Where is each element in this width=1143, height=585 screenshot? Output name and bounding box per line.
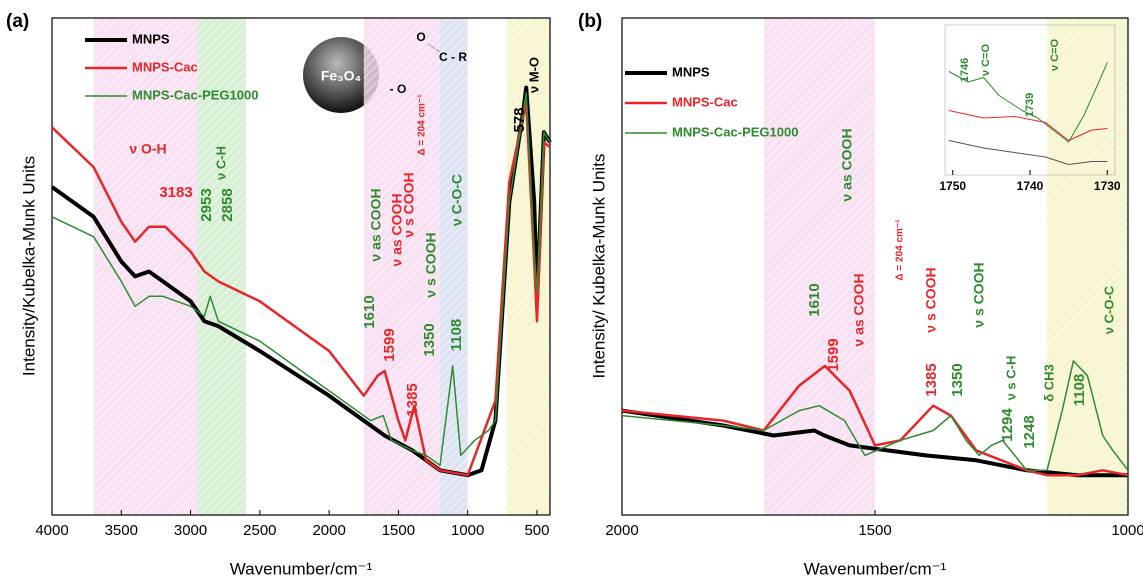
spectrum-line: [948, 110, 1108, 141]
annotation: Fe₃O₄: [321, 68, 361, 84]
annotation: ν C-O-C: [1101, 285, 1116, 334]
spectrum-line: [948, 62, 1108, 143]
annotation: 1610: [361, 295, 378, 328]
annotation: ν s COOH: [923, 267, 939, 332]
x-tick-label: 3000: [174, 522, 207, 539]
legend-label: MNPS: [672, 64, 710, 79]
annotation: 1248: [1021, 415, 1038, 448]
x-tick-label: 1000: [451, 522, 484, 539]
annotation: 578: [511, 107, 528, 132]
panel-label: (b): [578, 11, 602, 32]
spectrum-line: [621, 364, 1129, 477]
region-hatch: [764, 18, 875, 515]
annotation: 1294: [999, 408, 1016, 442]
plot-frame: [51, 17, 551, 516]
region-hatch: [93, 18, 198, 515]
annotation: ν O-H: [129, 141, 166, 157]
annotation: ν C-O-C: [449, 174, 465, 226]
annotation: ν as COOH: [839, 128, 855, 201]
x-tick-label: 500: [524, 522, 549, 539]
annotation: 1385: [404, 383, 421, 416]
annotation: 1599: [825, 338, 842, 371]
annotation: ν as COOH: [368, 188, 384, 261]
annotation: ν as COOH: [851, 273, 867, 346]
region-hatch: [439, 18, 468, 515]
annotation: ν M-O: [526, 57, 541, 93]
annotation: ν s C-H: [1003, 356, 1018, 401]
y-axis-title: Intensity/Kubelka-Munk Units: [19, 156, 38, 376]
x-tick-label: 1740: [1017, 179, 1044, 193]
x-tick-label: 2000: [312, 522, 345, 539]
annotation: 1610: [806, 283, 823, 316]
x-tick-label: 1730: [1094, 179, 1121, 193]
annotation: - O: [390, 82, 407, 96]
spectrum-line: [50, 85, 552, 478]
spectrum-line: [948, 140, 1108, 165]
annotation: Δ = 204 cm⁻¹: [895, 219, 906, 281]
panel-label: (a): [6, 11, 29, 32]
annotation: Δ = 204 cm⁻¹: [417, 94, 428, 156]
x-tick-label: 3500: [105, 522, 138, 539]
legend-label: MNPS-Cac: [672, 94, 738, 109]
annotation: ν C=O: [1049, 39, 1061, 72]
annotation: 1108: [448, 319, 465, 352]
annotation: ν s COOH: [423, 232, 439, 297]
spectrum-line: [621, 360, 1129, 472]
x-tick-label: 1500: [382, 522, 415, 539]
annotation: ν as COOH: [389, 193, 405, 266]
annotation: 2953: [198, 188, 215, 221]
annotation: δ CH3: [1041, 364, 1056, 402]
y-axis-title: Intensity/ Kubelka-Munk Units: [589, 154, 608, 379]
legend-label: MNPS: [132, 31, 170, 46]
annotation: 1350: [949, 363, 966, 396]
legend-label: MNPS-Cac-PEG1000: [672, 124, 798, 139]
annotation: 1350: [421, 323, 438, 356]
annotation: 1599: [381, 328, 398, 361]
x-axis-title: Wavenumber/cm⁻¹: [230, 559, 373, 578]
annotation: 1385: [923, 363, 940, 396]
x-tick-label: 2000: [605, 522, 638, 539]
legend-label: MNPS-Cac-PEG1000: [132, 87, 258, 102]
annotation: 1746: [959, 58, 971, 82]
annotation: ν C=O: [980, 44, 992, 77]
spectrum-line: [621, 408, 1128, 478]
annotation: ν s COOH: [971, 262, 987, 327]
annotation: 1739: [1024, 93, 1036, 117]
x-tick-label: 1750: [939, 179, 966, 193]
region-hatch: [197, 18, 246, 515]
region-hatch: [1047, 18, 1128, 515]
annotation: 2858: [219, 188, 236, 221]
x-axis-title: Wavenumber/cm⁻¹: [804, 559, 947, 578]
annotation: C - R: [439, 50, 467, 64]
legend-label: MNPS-Cac: [132, 59, 198, 74]
x-tick-label: 2500: [243, 522, 276, 539]
x-tick-label: 1000: [1111, 522, 1143, 539]
annotation: ν s COOH: [401, 172, 417, 237]
annotation: ν C-H: [213, 146, 228, 180]
annotation: O: [416, 30, 425, 44]
annotation: 1108: [1071, 374, 1088, 407]
nanoparticle: [303, 37, 379, 113]
annotation: 3183: [159, 184, 192, 201]
x-tick-label: 1500: [858, 522, 891, 539]
x-tick-label: 4000: [35, 522, 68, 539]
spectrum-line: [51, 91, 551, 467]
